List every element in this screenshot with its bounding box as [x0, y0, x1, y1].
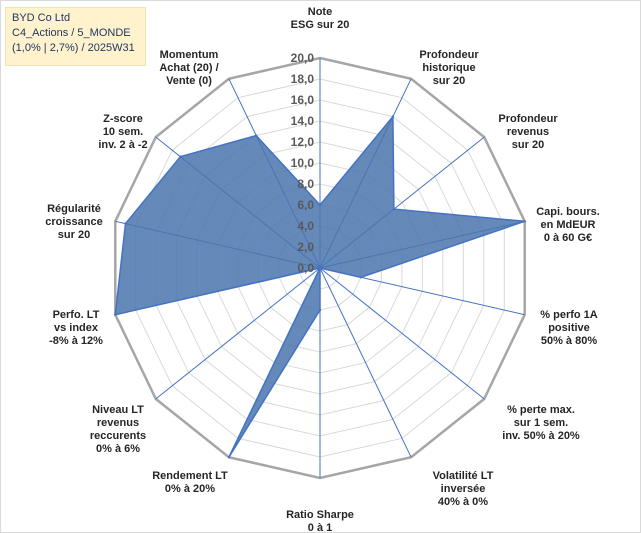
axis-label-line: reccurents — [90, 430, 146, 442]
axis-label: Perfo. LT vs index -8% à 12% — [49, 309, 103, 347]
axis-label-line: Niveau LT — [92, 404, 144, 416]
axis-label-line: Capi. bours. — [536, 206, 600, 218]
axis-label-line: 0 à 60 G€ — [544, 232, 592, 244]
tick-label: 6,0 — [297, 198, 314, 212]
axis-label-line: ESG sur 20 — [291, 19, 350, 31]
axis-label-line: 10 sem. — [103, 126, 143, 138]
axis-label: Profondeur historique sur 20 — [419, 49, 479, 87]
tick-label: 8,0 — [297, 177, 314, 191]
axis-label-line: % perfo 1A — [540, 309, 598, 321]
axis-spoke — [319, 267, 412, 458]
series-point — [318, 266, 322, 270]
axis-label-line: sur 20 — [58, 229, 90, 241]
series-point — [523, 220, 526, 223]
axis-label: Momentum Achat (20) / Vente (0) — [159, 49, 218, 87]
axis-label-line: en MdEUR — [541, 219, 596, 231]
axis-label-line: Achat (20) / — [159, 62, 218, 74]
axis-label-line: positive — [548, 322, 590, 334]
tick-label: 20,0 — [291, 51, 315, 65]
axis-label-line: revenus — [507, 126, 549, 138]
series-point — [392, 207, 396, 211]
axis-label-line: inv. 50% à 20% — [502, 430, 580, 442]
axis-label: Niveau LT revenus reccurents 0% à 6% — [90, 404, 146, 455]
axis-label: Régularité croissance sur 20 — [45, 203, 102, 241]
axis-label-line: sur 20 — [433, 75, 465, 87]
tick-label: 14,0 — [291, 114, 315, 128]
info-box: BYD Co Ltd C4_Actions / 5_MONDE (1,0% | … — [5, 7, 146, 66]
axis-label-line: Ratio Sharpe — [286, 509, 354, 521]
series-area — [114, 114, 525, 458]
axis-label-line: Perfo. LT — [53, 309, 100, 321]
series-point — [255, 134, 258, 137]
series-point — [227, 456, 231, 459]
axis-label: % perte max. sur 1 sem. inv. 50% à 20% — [502, 404, 580, 442]
tick-label: 0,0 — [297, 261, 314, 275]
axis-label-line: 0 à 1 — [308, 522, 332, 532]
axis-label-line: inv. 2 à -2 — [98, 139, 147, 151]
axis-label-line: Z-score — [103, 113, 143, 125]
axis-label-line: historique — [422, 62, 475, 74]
axis-label-line: % perte max. — [507, 404, 575, 416]
series-point — [391, 115, 395, 118]
tick-label: 12,0 — [291, 135, 315, 149]
axis-label: Volatilité LT inversée 40% à 0% — [433, 470, 494, 508]
axis-label-line: 40% à 0% — [438, 496, 488, 508]
tick-label: 2,0 — [297, 240, 314, 254]
axis-label-line: 0% à 6% — [96, 443, 140, 455]
axis-label-line: Momentum — [160, 49, 219, 61]
info-category: C4_Actions / 5_MONDE — [12, 27, 131, 39]
tick-label: 10,0 — [291, 156, 315, 170]
tick-label: 16,0 — [291, 93, 315, 107]
axis-label: Capi. bours. en MdEUR 0 à 60 G€ — [536, 206, 600, 244]
axis-spoke — [319, 267, 485, 400]
axis-label-line: croissance — [45, 216, 102, 228]
axis-label-line: Profondeur — [419, 49, 479, 61]
axis-label: % perfo 1A positive 50% à 80% — [540, 309, 598, 347]
series-point — [318, 308, 322, 312]
axis-label: Z-score 10 sem. inv. 2 à -2 — [98, 113, 147, 151]
axis-label-line: Profondeur — [498, 113, 558, 125]
axis-label-line: sur 20 — [512, 139, 544, 151]
series-layer — [114, 114, 526, 459]
axis-label-line: Rendement LT — [152, 470, 228, 482]
axis-label: Ratio Sharpe 0 à 1 — [286, 509, 354, 532]
axis-label-line: Vente (0) — [166, 75, 212, 87]
series-point — [179, 155, 182, 158]
tick-layer: 0,0 2,0 4,0 6,0 8,0 10,0 12,0 14,0 16,0 18,0 20,0 — [291, 51, 315, 275]
series-point — [124, 222, 127, 225]
axis-label: Rendement LT 0% à 20% — [152, 470, 228, 495]
info-company: BYD Co Ltd — [12, 12, 71, 24]
series-point — [359, 276, 363, 279]
axis-label-line: 50% à 80% — [541, 335, 597, 347]
axis-label-line: Volatilité LT — [433, 470, 494, 482]
axis-label-line: Note — [308, 6, 332, 18]
axis-label-line: sur 1 sem. — [514, 417, 568, 429]
axis-label-line: vs index — [54, 322, 99, 334]
series-point — [114, 313, 117, 316]
tick-label: 4,0 — [297, 219, 314, 233]
info-period: (1,0% | 2,7%) / 2025W31 — [12, 42, 135, 54]
axis-label-line: inversée — [441, 483, 486, 495]
axis-spoke — [155, 267, 321, 400]
axis-label-line: -8% à 12% — [49, 335, 103, 347]
axis-label: Note ESG sur 20 — [291, 6, 350, 31]
axis-label-line: Régularité — [47, 203, 101, 215]
axis-label: Profondeur revenus sur 20 — [498, 113, 558, 151]
axis-label-line: revenus — [97, 417, 139, 429]
tick-label: 18,0 — [291, 72, 315, 86]
axis-label-line: 0% à 20% — [165, 483, 215, 495]
series-point — [318, 203, 322, 207]
